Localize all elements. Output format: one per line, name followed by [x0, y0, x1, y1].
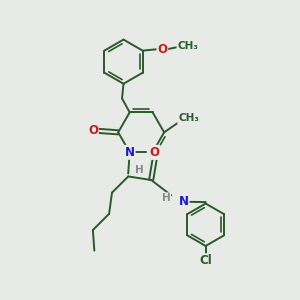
Text: N: N — [148, 146, 158, 159]
Text: CH₃: CH₃ — [178, 40, 199, 51]
Text: H: H — [135, 165, 144, 175]
Text: H: H — [161, 193, 170, 203]
Text: O: O — [150, 146, 160, 159]
Text: O: O — [158, 43, 167, 56]
Text: N: N — [125, 146, 135, 159]
Text: Cl: Cl — [199, 254, 212, 267]
Text: N: N — [178, 195, 189, 208]
Text: CH₃: CH₃ — [178, 113, 199, 123]
Text: O: O — [88, 124, 98, 137]
